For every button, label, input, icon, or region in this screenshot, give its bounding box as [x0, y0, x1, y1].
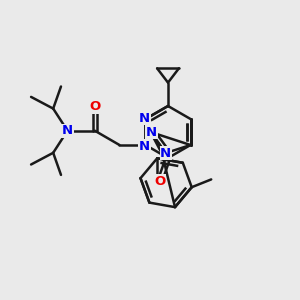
Text: O: O: [154, 175, 166, 188]
Text: N: N: [146, 125, 157, 139]
Text: O: O: [89, 100, 100, 113]
Text: N: N: [160, 146, 171, 160]
Text: N: N: [62, 124, 73, 137]
Text: N: N: [139, 112, 150, 124]
Text: N: N: [139, 140, 150, 152]
